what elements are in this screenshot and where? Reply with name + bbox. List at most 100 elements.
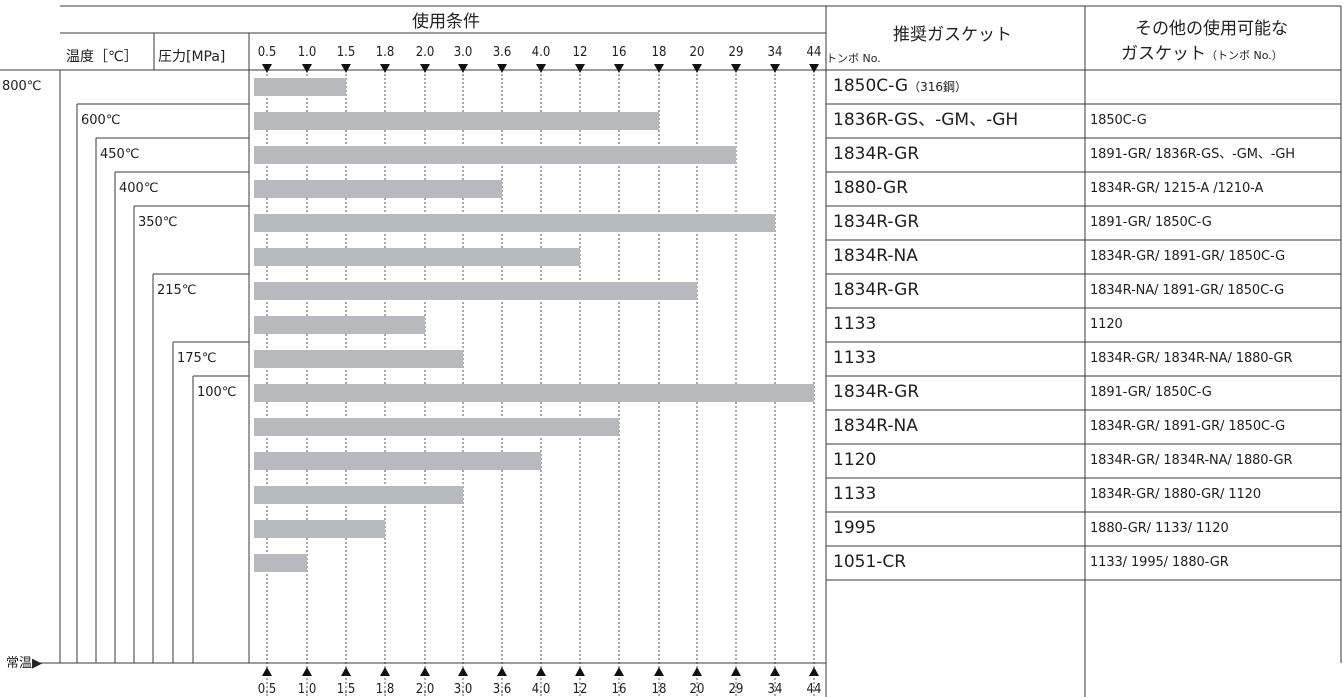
tick-label-bottom: 3.6 [493,682,512,697]
recommended-gasket-code: 1995 [833,518,877,538]
recommended-gasket: 1995 [833,520,876,537]
tick-label-top: 0.5 [258,45,277,60]
tick-label-bottom: 44 [807,682,822,697]
other-gaskets: 1834R-GR/ 1880-GR/ 1120 [1090,487,1262,502]
other-gaskets: 1850C-G [1090,113,1147,128]
tick-marker-down [770,64,780,73]
recommended-gasket-code: 1834R-GR [833,212,920,232]
other-gaskets: 1834R-GR/ 1834R-NA/ 1880-GR [1090,351,1293,366]
tick-label-top: 34 [768,45,783,60]
tick-marker-up [692,667,702,676]
recommended-gasket: 1850C-G（316鋼） [833,78,967,95]
recommended-gasket: 1834R-GR [833,384,919,401]
temperature-label: 350℃ [138,215,178,230]
pressure-bar [254,486,463,504]
recommended-gasket-code: 1051-CR [833,552,907,572]
recommended-gasket-code: 1133 [833,348,877,368]
tick-label-bottom: 16 [612,682,627,697]
other-gaskets: 1834R-GR/ 1834R-NA/ 1880-GR [1090,453,1293,468]
recommended-gasket: 1120 [833,452,876,469]
pressure-header: 圧力[MPa] [158,49,226,65]
tick-marker-up [420,667,430,676]
recommended-gasket-code: 1850C-G [833,76,909,96]
temperature-label: 450℃ [100,147,140,162]
recommended-gasket-code: 1120 [833,450,877,470]
recommended-gasket: 1880-GR [833,180,908,197]
recommended-header: 推奨ガスケット [893,25,1012,45]
tick-marker-up [302,667,312,676]
recommended-gasket: 1834R-GR [833,146,919,163]
tick-label-top: 20 [690,45,705,60]
tick-label-bottom: 2.0 [416,682,435,697]
recommended-gasket: 1133 [833,486,876,503]
tick-marker-down [302,64,312,73]
tick-label-bottom: 4.0 [532,682,551,697]
tick-marker-up [614,667,624,676]
temperature-label: 175℃ [177,351,217,366]
temperature-label: 800℃ [2,79,42,94]
other-gaskets: 1891-GR/ 1836R-GS、-GM、-GH [1090,147,1295,162]
other-gaskets: 1880-GR/ 1133/ 1120 [1090,521,1229,536]
conditions-header: 使用条件 [412,12,480,32]
recommended-gasket: 1834R-NA [833,418,918,435]
tick-label-top: 1.8 [376,45,395,60]
tick-marker-up [341,667,351,676]
tick-marker-up [536,667,546,676]
other-gaskets-header-line2: ガスケット（トンボ No.） [1121,39,1283,64]
pressure-bar [254,78,346,96]
tick-label-top: 2.0 [416,45,435,60]
other-gaskets: 1834R-GR/ 1215-A /1210-A [1090,181,1264,196]
pressure-bar [254,384,814,402]
pressure-bar [254,554,307,572]
recommended-gasket-code: 1834R-GR [833,382,920,402]
recommended-gasket: 1834R-GR [833,214,919,231]
other-gaskets: 1834R-GR/ 1891-GR/ 1850C-G [1090,249,1286,264]
pressure-bar [254,180,502,198]
tick-marker-down [809,64,819,73]
recommended-gasket-code: 1834R-GR [833,144,920,164]
ambient-temperature-label: 常温▶ [6,656,42,671]
tick-label-bottom: 12 [573,682,588,697]
temperature-label: 600℃ [81,113,121,128]
tick-marker-down [458,64,468,73]
tick-label-top: 44 [807,45,822,60]
recommended-gasket-code: 1834R-GR [833,280,920,300]
recommended-gasket-code: 1834R-NA [833,246,918,266]
pressure-bar [254,418,619,436]
recommended-gasket-code: 1133 [833,484,877,504]
pressure-bar [254,282,697,300]
recommended-gasket: 1834R-GR [833,282,919,299]
other-gaskets-header-line1: その他の使用可能な [1135,19,1288,39]
pressure-bar [254,248,580,266]
tick-label-top: 12 [573,45,588,60]
temperature-label: 100℃ [197,385,237,400]
tick-label-top: 16 [612,45,627,60]
other-gaskets: 1891-GR/ 1850C-G [1090,385,1212,400]
tick-label-bottom: 1.5 [337,682,356,697]
tick-marker-down [731,64,741,73]
tick-label-bottom: 1.0 [298,682,317,697]
tick-marker-up [731,667,741,676]
recommended-gasket-code: 1834R-NA [833,416,918,436]
tick-marker-down [420,64,430,73]
tick-marker-down [497,64,507,73]
tick-label-top: 3.0 [454,45,473,60]
recommended-gasket: 1133 [833,316,876,333]
recommended-gasket: 1836R-GS、-GM、-GH [833,112,1018,129]
pressure-bar [254,350,463,368]
tick-marker-down [380,64,390,73]
recommended-subheader: トンボ No. [826,52,881,65]
tick-marker-up [654,667,664,676]
tick-label-bottom: 34 [768,682,783,697]
recommended-gasket-code: 1880-GR [833,178,909,198]
tick-label-bottom: 29 [729,682,744,697]
pressure-bar [254,146,736,164]
other-gaskets-subtitle: （トンボ No.） [1206,49,1283,62]
tick-label-top: 4.0 [532,45,551,60]
tick-label-bottom: 20 [690,682,705,697]
recommended-gasket-code: 1133 [833,314,877,334]
temperature-label: 400℃ [119,181,159,196]
tick-marker-up [575,667,585,676]
pressure-bar [254,112,659,130]
